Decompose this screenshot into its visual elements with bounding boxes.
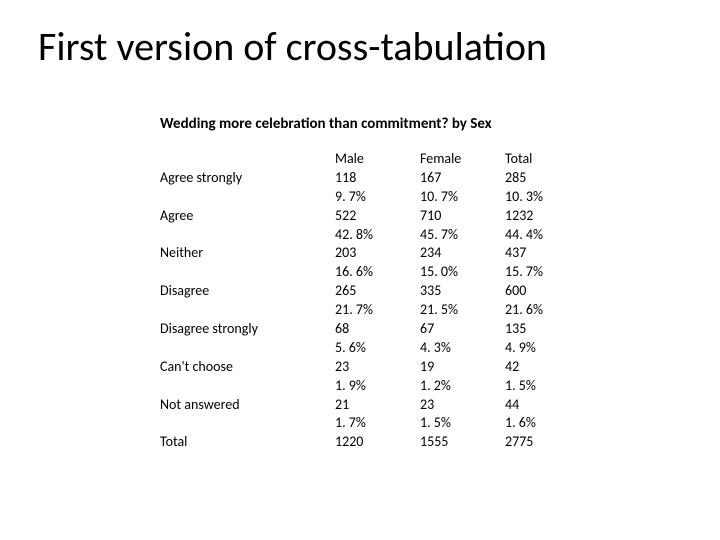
row-label-blank	[160, 226, 335, 245]
cell-male-count: 203	[335, 244, 420, 263]
cell-male-count: 522	[335, 207, 420, 226]
cell-female-count: 710	[420, 207, 505, 226]
table-row: 16. 6%15. 0%15. 7%	[160, 263, 590, 282]
cell-male-pct: 9. 7%	[335, 188, 420, 207]
cell-male-pct: 42. 8%	[335, 226, 420, 245]
cell-female-count: 167	[420, 169, 505, 188]
row-label: Total	[160, 433, 335, 452]
cell-female-count: 335	[420, 282, 505, 301]
table-row: Neither203234437	[160, 244, 590, 263]
cell-total-pct: 21. 6%	[505, 301, 590, 320]
header-male: Male	[335, 150, 420, 169]
cell-total-pct: 1. 5%	[505, 377, 590, 396]
cell-female-pct: 1. 5%	[420, 414, 505, 433]
row-label-blank	[160, 188, 335, 207]
row-label-blank	[160, 339, 335, 358]
row-label: Agree strongly	[160, 169, 335, 188]
cell-total-pct: 10. 3%	[505, 188, 590, 207]
cell-male-count: 23	[335, 358, 420, 377]
cell-female-pct: 15. 0%	[420, 263, 505, 282]
cell-female-pct: 45. 7%	[420, 226, 505, 245]
cell-female-pct: 4. 3%	[420, 339, 505, 358]
cell-total-count: 44	[505, 396, 590, 415]
table-row: 1. 9%1. 2%1. 5%	[160, 377, 590, 396]
row-label: Not answered	[160, 396, 335, 415]
cell-total-pct: 15. 7%	[505, 263, 590, 282]
table-row: 1. 7%1. 5%1. 6%	[160, 414, 590, 433]
cell-male-count: 1220	[335, 433, 420, 452]
row-label-blank	[160, 263, 335, 282]
cell-female-count: 234	[420, 244, 505, 263]
cell-male-pct: 5. 6%	[335, 339, 420, 358]
cell-total-pct: 4. 9%	[505, 339, 590, 358]
cell-female-count: 1555	[420, 433, 505, 452]
table-row: 21. 7%21. 5%21. 6%	[160, 301, 590, 320]
table-row: 5. 6%4. 3%4. 9%	[160, 339, 590, 358]
cell-total-count: 437	[505, 244, 590, 263]
cell-male-pct: 1. 7%	[335, 414, 420, 433]
table-row: 9. 7%10. 7%10. 3%	[160, 188, 590, 207]
cell-male-count: 68	[335, 320, 420, 339]
cell-total-count: 2775	[505, 433, 590, 452]
row-label: Can't choose	[160, 358, 335, 377]
cell-male-count: 21	[335, 396, 420, 415]
cell-total-count: 1232	[505, 207, 590, 226]
table-row: Agree5227101232	[160, 207, 590, 226]
cell-female-pct: 21. 5%	[420, 301, 505, 320]
table-row: Agree strongly118167285	[160, 169, 590, 188]
cell-total-count: 285	[505, 169, 590, 188]
cell-female-count: 23	[420, 396, 505, 415]
cell-male-count: 265	[335, 282, 420, 301]
cell-male-pct: 21. 7%	[335, 301, 420, 320]
table-row: 42. 8%45. 7%44. 4%	[160, 226, 590, 245]
row-label-blank	[160, 377, 335, 396]
cell-female-count: 19	[420, 358, 505, 377]
row-label: Agree	[160, 207, 335, 226]
cell-female-pct: 1. 2%	[420, 377, 505, 396]
cell-male-pct: 16. 6%	[335, 263, 420, 282]
cell-total-pct: 44. 4%	[505, 226, 590, 245]
header-female: Female	[420, 150, 505, 169]
cell-total-pct: 1. 6%	[505, 414, 590, 433]
slide-subtitle: Wedding more celebration than commitment…	[160, 115, 492, 133]
table-row: Can't choose231942	[160, 358, 590, 377]
cell-total-count: 42	[505, 358, 590, 377]
table-row: Disagree strongly 6867135	[160, 320, 590, 339]
table-row: Not answered212344	[160, 396, 590, 415]
row-label-blank	[160, 414, 335, 433]
table-row: Total122015552775	[160, 433, 590, 452]
row-label: Disagree	[160, 282, 335, 301]
cell-female-pct: 10. 7%	[420, 188, 505, 207]
cell-male-count: 118	[335, 169, 420, 188]
row-label-blank	[160, 301, 335, 320]
cell-total-count: 135	[505, 320, 590, 339]
row-label: Neither	[160, 244, 335, 263]
row-label: Disagree strongly	[160, 320, 335, 339]
cell-female-count: 67	[420, 320, 505, 339]
header-blank	[160, 150, 335, 169]
crosstab-table: Male Female Total Agree strongly11816728…	[160, 150, 590, 452]
table-row: Disagree265335600	[160, 282, 590, 301]
cell-male-pct: 1. 9%	[335, 377, 420, 396]
slide-title: First version of cross-tabulation	[38, 22, 547, 71]
cell-total-count: 600	[505, 282, 590, 301]
header-total: Total	[505, 150, 590, 169]
table-header-row: Male Female Total	[160, 150, 590, 169]
